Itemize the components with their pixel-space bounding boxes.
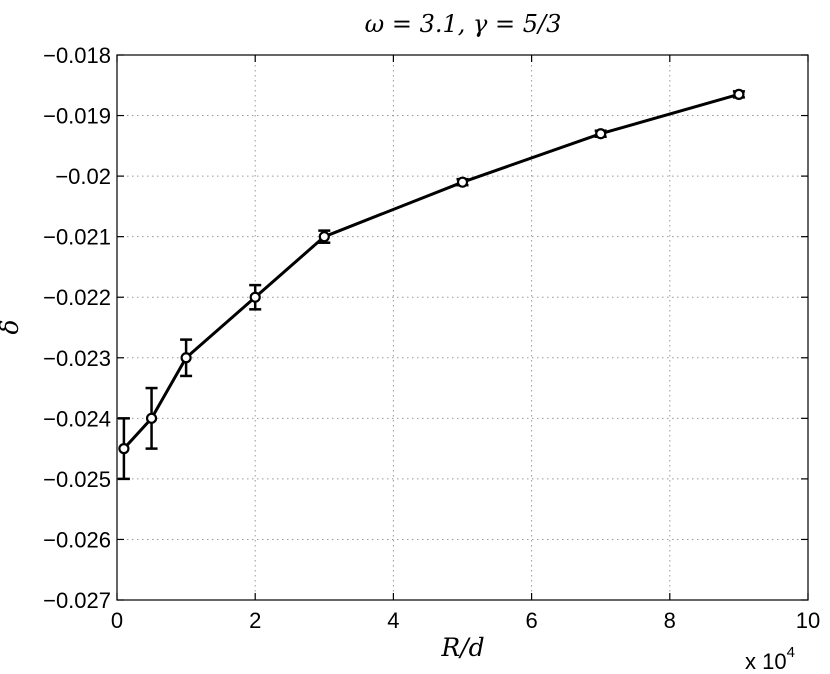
axes: 0 2 4 6 8 10 −0.027 −0.026 −0.025 −0.024 −0.023 −0.…: [43, 43, 820, 633]
data-point: [456, 176, 469, 188]
y-tick-label: −0.022: [43, 285, 111, 310]
data-point: [318, 231, 330, 243]
data-point: [145, 412, 158, 424]
data-point: [180, 352, 192, 364]
x-axis-multiplier-base: x 10: [745, 649, 787, 674]
x-tick-label: 6: [525, 608, 537, 633]
plot-area-frame: [116, 54, 809, 601]
y-tick-label: −0.02: [55, 164, 111, 189]
y-tick-label: −0.026: [43, 527, 111, 552]
data-point: [249, 291, 261, 303]
x-axis-multiplier-exponent: 4: [787, 644, 795, 661]
y-tick-label: −0.021: [43, 225, 111, 250]
grid: [117, 55, 808, 600]
data-point: [733, 88, 745, 100]
x-axis-multiplier: x 104: [745, 644, 795, 674]
data-point: [595, 128, 607, 140]
y-axis-label: δ: [0, 319, 24, 334]
y-tick-label: −0.027: [43, 588, 111, 613]
y-tick-label: −0.018: [43, 43, 111, 68]
x-tick-label: 2: [249, 608, 261, 633]
x-tick-label: 10: [796, 608, 820, 633]
y-tick-label: −0.023: [43, 346, 111, 371]
data-point: [118, 443, 130, 455]
y-tick-label: −0.024: [43, 406, 111, 431]
x-axis-label: R/d: [440, 633, 484, 662]
x-tick-label: 8: [664, 608, 676, 633]
x-tick-label: 0: [111, 608, 123, 633]
chart-title: ω = 3.1, γ = 5/3: [365, 10, 562, 38]
x-tick-label: 4: [387, 608, 399, 633]
data-series: [117, 88, 745, 481]
y-tick-label: −0.025: [43, 467, 111, 492]
y-tick-label: −0.019: [43, 104, 111, 129]
series-line: [122, 92, 740, 450]
